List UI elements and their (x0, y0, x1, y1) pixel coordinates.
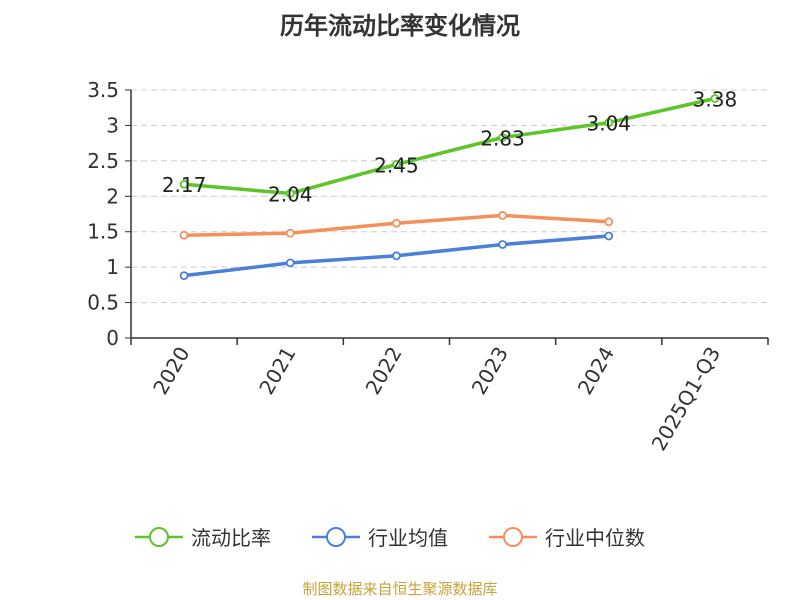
data-point (179, 230, 189, 240)
grid-lines (131, 89, 768, 304)
data-point (392, 251, 401, 261)
data-point (392, 218, 401, 228)
data-point (285, 258, 295, 268)
data-point (498, 211, 507, 220)
data-point (179, 179, 189, 189)
data-label: 2.83 (480, 126, 525, 150)
legend-item-2: 行业中位数 (489, 526, 645, 550)
data-point (392, 159, 401, 169)
axes: 0 0.5 1 1.5 2 2.5 3 3.5 2020 2021 2022 2023 2024 2025… (87, 78, 769, 455)
x-tick-label: 2021 (254, 343, 300, 399)
data-point (179, 271, 189, 281)
data-point (604, 231, 614, 241)
data-point (498, 133, 507, 142)
legend-swatch-marker (503, 527, 523, 547)
data-label: 3.38 (693, 88, 738, 112)
y-tick-label: 3 (106, 113, 119, 137)
legend-swatch-marker (326, 527, 346, 547)
x-tick-label: 2024 (573, 343, 619, 399)
data-label: 2.17 (162, 173, 207, 197)
legend-item-0: 流动比率 (135, 526, 271, 550)
data-point (604, 118, 614, 127)
series-line-0 (183, 96, 716, 196)
y-tick-label: 1.5 (87, 220, 119, 244)
chart-title: 历年流动比率变化情况 (280, 12, 520, 40)
y-tick-label: 0.5 (87, 291, 119, 315)
data-point (498, 240, 507, 249)
data-point (285, 228, 295, 238)
x-tick-label: 2025Q1-Q3 (647, 343, 726, 455)
legend-label: 行业均值 (368, 526, 448, 550)
series-points (179, 94, 720, 281)
data-point (285, 189, 295, 198)
data-source-note: 制图数据来自恒生聚源数据库 (302, 580, 498, 598)
data-label: 2.04 (268, 182, 313, 206)
data-label: 3.04 (586, 112, 631, 136)
legend-label: 流动比率 (191, 526, 271, 550)
y-tick-label: 2.5 (87, 149, 119, 173)
legend-swatch-marker (149, 527, 169, 547)
y-tick-label: 3.5 (87, 78, 119, 102)
data-label: 2.45 (374, 153, 419, 177)
x-tick-label: 2023 (467, 343, 513, 399)
data-point (710, 94, 720, 103)
x-tick-label: 2020 (148, 343, 194, 399)
legend-item-1: 行业均值 (312, 526, 448, 550)
y-tick-label: 2 (106, 184, 119, 208)
y-tick-label: 1 (106, 255, 119, 279)
x-tick-label: 2022 (361, 343, 407, 399)
y-tick-label: 0 (106, 326, 119, 350)
data-point (604, 217, 614, 227)
legend-label: 行业中位数 (545, 526, 645, 550)
data-labels: 2.17 2.04 2.45 2.83 3.04 3.38 (162, 88, 737, 207)
legend: 流动比率 行业均值 行业中位数 (135, 526, 645, 550)
